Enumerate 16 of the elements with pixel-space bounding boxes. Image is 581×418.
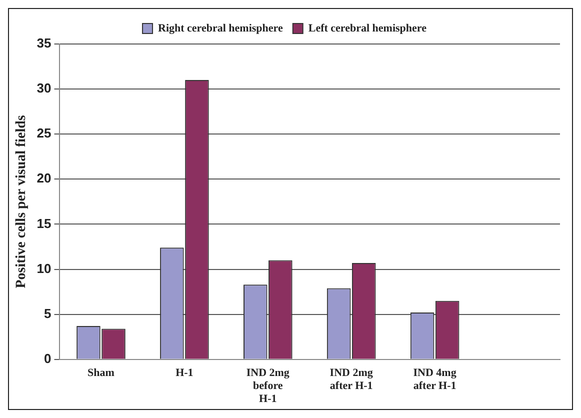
y-tick-label: 0	[44, 350, 52, 366]
legend-label: Left cerebral hemisphere	[308, 22, 427, 34]
x-tick-label: IND 2mg before H-1	[246, 366, 290, 406]
y-tick-label: 30	[36, 80, 52, 96]
y-tick-label: 25	[36, 126, 52, 141]
y-tick-label: 15	[36, 216, 52, 231]
y-tick-label: 5	[44, 306, 52, 321]
legend-label: Right cerebral hemisphere	[158, 22, 283, 34]
y-tick-label: 10	[36, 260, 52, 276]
x-tick-label: IND 4mg after H-1	[413, 366, 457, 392]
x-tick-label: Sham	[88, 366, 114, 379]
x-tick-label: IND 2mg after H-1	[330, 366, 374, 392]
y-axis-title: Positive cells per visual fields	[14, 114, 30, 288]
x-tick-label: H-1	[176, 366, 194, 379]
y-tick-label: 20	[36, 170, 52, 186]
y-tick-label: 35	[36, 36, 52, 51]
